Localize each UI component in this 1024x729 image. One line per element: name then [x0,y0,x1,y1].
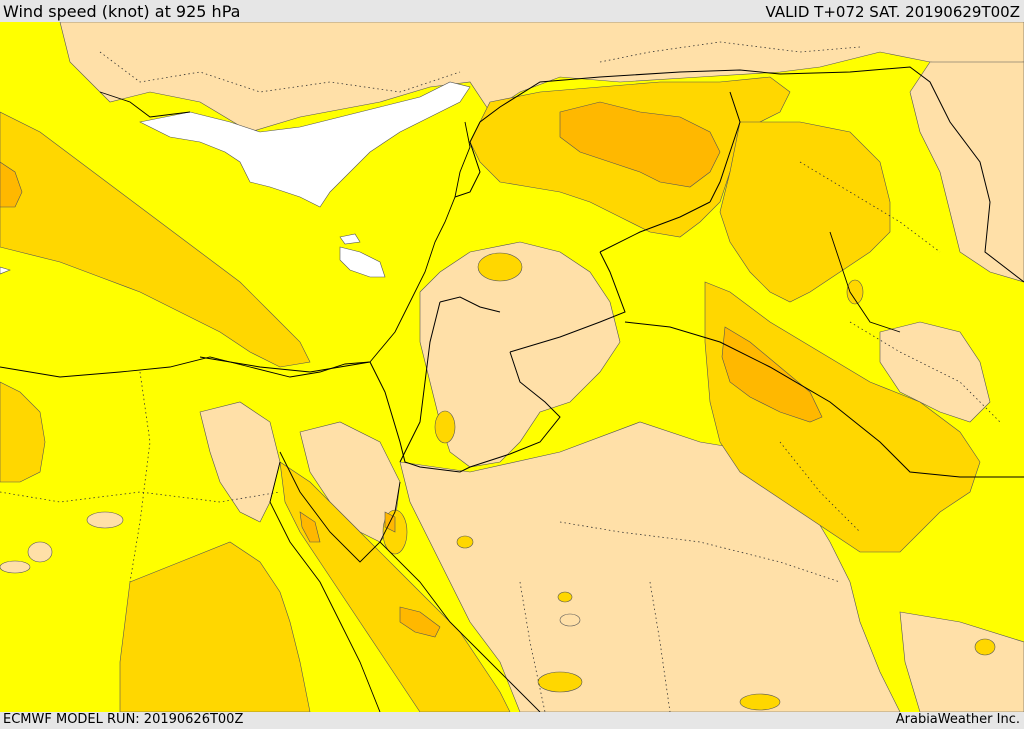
fresh-wind-areas [0,76,996,712]
province-boundaries [0,41,1001,712]
credit: ArabiaWeather Inc. [895,712,1020,727]
coastlines [0,91,901,712]
calm-wind-areas [0,81,471,278]
strong-wind-areas [0,101,823,638]
valid-time: VALID T+072 SAT. 20190629T00Z [765,3,1020,21]
model-run: ECMWF MODEL RUN: 20190626T00Z [3,712,244,727]
light-wind-areas [0,22,1024,712]
map-title: Wind speed (knot) at 925 hPa [3,2,241,21]
wind-speed-map [0,22,1024,712]
country-borders [199,66,1024,478]
header-bar: Wind speed (knot) at 925 hPa VALID T+072… [0,0,1024,22]
footer-bar: ECMWF MODEL RUN: 20190626T00Z ArabiaWeat… [0,712,1024,729]
